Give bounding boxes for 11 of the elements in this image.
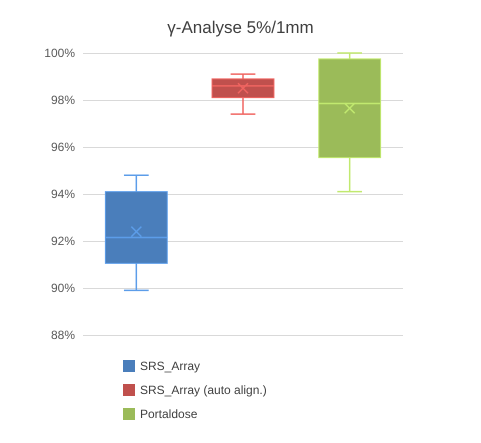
y-tick-label: 92% [50, 234, 76, 248]
legend-label: Portaldose [140, 407, 198, 421]
y-tick-label: 96% [50, 140, 76, 154]
y-tick-label: 90% [50, 281, 76, 295]
y-tick-label: 94% [50, 187, 76, 201]
legend-label: SRS_Array [140, 359, 200, 373]
legend-label: SRS_Array (auto align.) [140, 383, 267, 397]
y-tick-label: 98% [50, 93, 76, 107]
y-tick-label: 100% [44, 46, 76, 60]
chart-title: γ-Analyse 5%/1mm [167, 18, 314, 37]
y-tick-label: 88% [50, 328, 76, 342]
